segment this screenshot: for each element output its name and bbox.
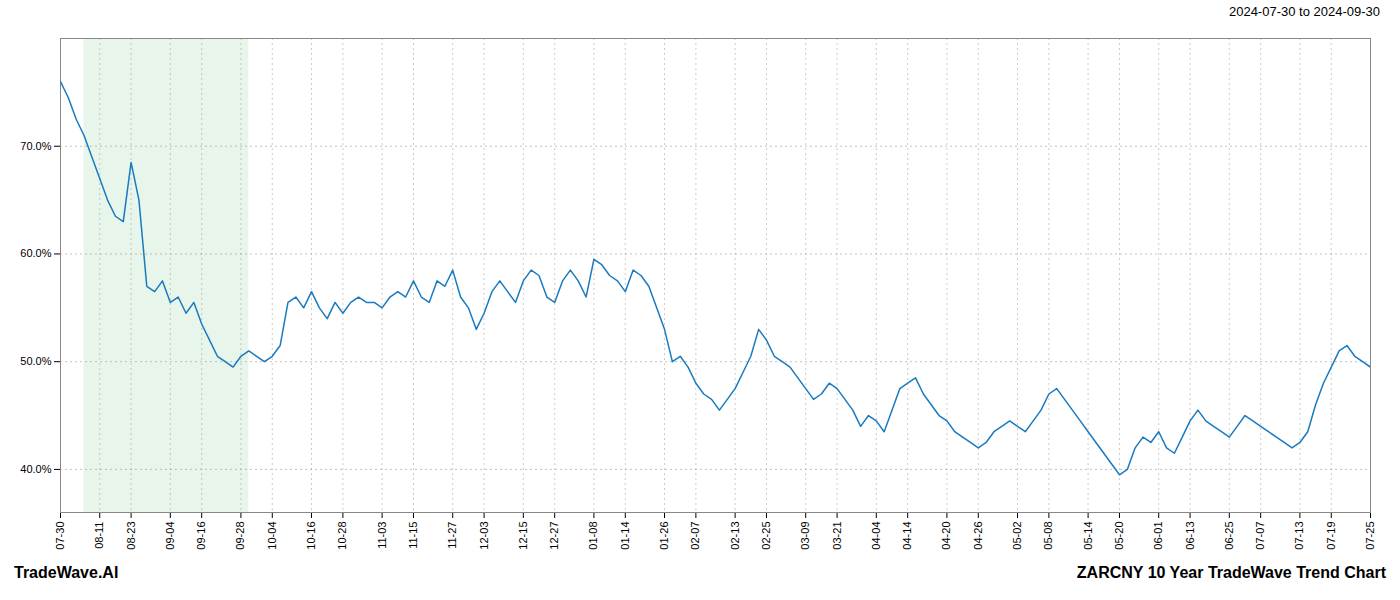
svg-text:12-27: 12-27 [548, 522, 560, 550]
html-text:TradeWave.AI: TradeWave.AI [14, 564, 119, 581]
svg-text:10-16: 10-16 [305, 522, 317, 550]
svg-text:60.0%: 60.0% [20, 247, 51, 259]
html-text:2024-07-30 to 2024-09-30: 2024-07-30 to 2024-09-30 [1228, 4, 1380, 19]
svg-text:06-25: 06-25 [1223, 522, 1235, 550]
svg-text:04-14: 04-14 [901, 522, 913, 550]
svg-text:05-02: 05-02 [1011, 522, 1023, 550]
svg-text:09-28: 09-28 [234, 522, 246, 550]
svg-text:50.0%: 50.0% [20, 355, 51, 367]
svg-text:05-20: 05-20 [1113, 522, 1125, 550]
svg-text:02-07: 02-07 [689, 522, 701, 550]
svg-text:01-14: 01-14 [619, 522, 631, 550]
svg-text:10-04: 10-04 [266, 522, 278, 550]
svg-text:01-08: 01-08 [587, 522, 599, 550]
svg-text:12-03: 12-03 [478, 522, 490, 550]
svg-text:05-08: 05-08 [1042, 522, 1054, 550]
svg-text:07-25: 07-25 [1364, 522, 1376, 550]
svg-text:04-26: 04-26 [972, 522, 984, 550]
svg-text:11-03: 11-03 [376, 522, 388, 549]
svg-text:03-09: 03-09 [799, 522, 811, 550]
svg-text:70.0%: 70.0% [20, 140, 51, 152]
svg-text:40.0%: 40.0% [20, 463, 51, 475]
svg-text:04-20: 04-20 [940, 522, 952, 550]
svg-text:09-04: 09-04 [164, 522, 176, 550]
svg-text:04-04: 04-04 [870, 522, 882, 550]
svg-text:01-26: 01-26 [658, 522, 670, 550]
svg-text:05-14: 05-14 [1082, 522, 1094, 550]
svg-text:09-16: 09-16 [195, 522, 207, 550]
svg-text:12-15: 12-15 [517, 522, 529, 550]
svg-text:10-28: 10-28 [336, 522, 348, 550]
html-text:ZARCNY 10 Year TradeWave Trend: ZARCNY 10 Year TradeWave Trend Chart [1076, 564, 1386, 581]
svg-text:07-07: 07-07 [1254, 522, 1266, 550]
svg-text:07-30: 07-30 [54, 522, 66, 550]
svg-text:06-01: 06-01 [1152, 522, 1164, 550]
svg-text:03-21: 03-21 [831, 522, 843, 550]
svg-text:11-27: 11-27 [446, 522, 458, 549]
svg-text:07-13: 07-13 [1293, 522, 1305, 550]
svg-text:07-19: 07-19 [1325, 522, 1337, 550]
svg-text:06-13: 06-13 [1184, 522, 1196, 550]
svg-text:08-11: 08-11 [93, 522, 105, 549]
svg-text:02-25: 02-25 [760, 522, 772, 550]
svg-text:11-15: 11-15 [407, 522, 419, 549]
svg-text:02-13: 02-13 [729, 522, 741, 550]
svg-text:08-23: 08-23 [125, 522, 137, 550]
